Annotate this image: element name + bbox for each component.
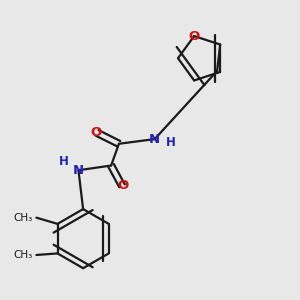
Text: N: N xyxy=(73,164,84,177)
Text: H: H xyxy=(166,136,176,149)
Text: CH₃: CH₃ xyxy=(14,250,33,260)
Text: CH₃: CH₃ xyxy=(14,213,33,223)
Text: H: H xyxy=(59,155,69,168)
Text: O: O xyxy=(117,179,129,192)
Text: O: O xyxy=(91,126,102,140)
Text: O: O xyxy=(188,30,200,43)
Text: N: N xyxy=(149,133,160,146)
